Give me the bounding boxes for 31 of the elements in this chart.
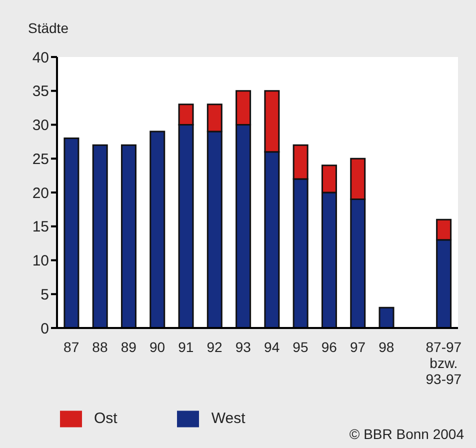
x-tick-label: 87-97 bzw. 93-97 [426,339,462,387]
x-tick-label: 88 [92,339,108,355]
y-tick-label: 5 [40,286,49,304]
bar [120,144,136,328]
x-tick-label: 96 [321,339,338,355]
x-tick-label: 98 [378,339,394,355]
x-tick-label: 90 [149,339,166,355]
y-tick-label: 40 [32,49,49,66]
y-tick-label: 30 [32,117,49,134]
text: © BBR Bonn 2004 [349,426,464,442]
y-tick-label: 0 [40,320,49,338]
y-tick-label: 15 [32,218,49,236]
x-tick-label: 92 [206,339,223,355]
x-tick-label: 94 [264,339,280,355]
y-axis-title: Städte [28,20,68,36]
x-tick-label: 87 [64,339,80,355]
bar [378,306,394,328]
y-tick-label: 35 [32,83,49,100]
bar [64,138,80,328]
legend-label: Ost [94,410,118,427]
y-tick-label: 25 [32,150,49,168]
x-tick-label: 95 [292,339,308,355]
bar [150,130,166,328]
y-tick-label: 10 [32,252,49,270]
legend-label: West [211,410,246,427]
y-tick-label: 20 [32,184,49,202]
bar [92,144,108,328]
x-tick-label: 93 [235,339,252,355]
x-tick-label: 91 [178,339,194,355]
x-tick-label: 97 [350,339,366,355]
x-tick-label: 89 [120,339,137,355]
